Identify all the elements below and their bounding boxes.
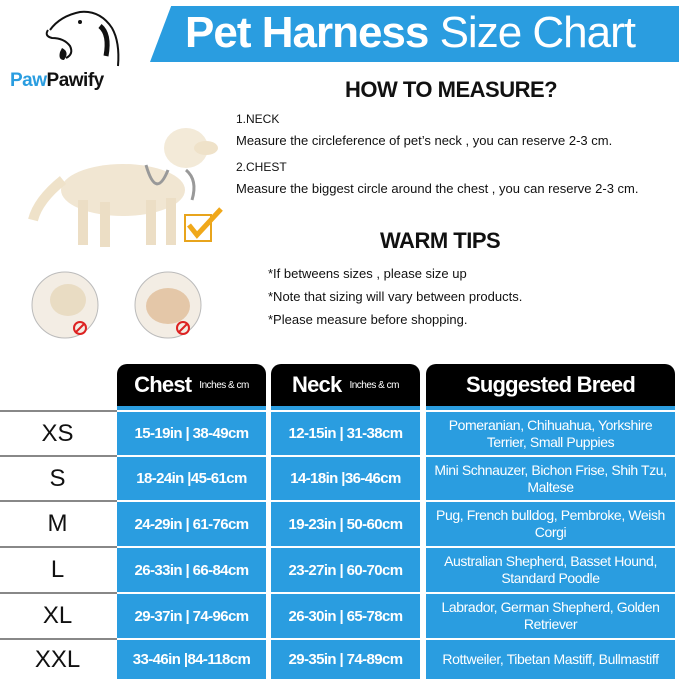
title-bold: Pet Harness xyxy=(185,8,429,57)
neck-value: 12-15in | 31-38cm xyxy=(271,412,420,455)
row-divider xyxy=(0,410,117,412)
how-to-measure-title: HOW TO MEASURE? xyxy=(345,77,558,102)
chest-value: 18-24in |45-61cm xyxy=(117,457,266,500)
chest-value: 33-46in |84-118cm xyxy=(117,640,266,679)
breed-value: Labrador, German Shepherd, Golden Retrie… xyxy=(426,594,675,638)
neck-value: 23-27in | 60-70cm xyxy=(271,548,420,592)
dog-photo xyxy=(28,128,218,247)
brand-part2: Pawify xyxy=(46,70,105,91)
size-label: S xyxy=(49,464,66,492)
breed-value: Mini Schnauzer, Bichon Frise, Shih Tzu, … xyxy=(426,457,675,500)
row-divider xyxy=(0,455,117,457)
row-divider xyxy=(0,546,117,548)
title-light: Size Chart xyxy=(428,8,636,57)
neck-label: 1.NECK xyxy=(236,112,280,126)
breed-value: Pug, French bulldog, Pembroke, Weish Cor… xyxy=(426,502,675,546)
wrong-neck-photo xyxy=(31,271,99,339)
wrong-chest-photo xyxy=(134,271,202,339)
dog-logo-icon xyxy=(45,10,120,67)
chest-value: 29-37in | 74-96cm xyxy=(117,594,266,638)
size-label: L xyxy=(50,556,65,583)
row-divider xyxy=(0,592,117,594)
neck-text: Measure the circleference of pet’s neck … xyxy=(236,133,613,148)
chest-value: 24-29in | 61-76cm xyxy=(117,502,266,546)
breed-header-label: Suggested Breed xyxy=(466,372,636,397)
neck-value: 29-35in | 74-89cm xyxy=(271,640,420,679)
chest-unit: Inches & cm xyxy=(199,379,249,391)
neck-header-label: Neck xyxy=(292,372,342,397)
neck-unit: Inches & cm xyxy=(349,379,399,391)
size-label: XS xyxy=(41,419,74,447)
row-divider xyxy=(0,638,117,640)
brand-part1: Paw xyxy=(10,70,47,91)
chest-value: 26-33in | 66-84cm xyxy=(117,548,266,592)
page-title: Pet Harness Size Chart xyxy=(185,8,636,58)
size-label: M xyxy=(47,510,68,537)
breed-value: Australian Shepherd, Basset Hound, Stand… xyxy=(426,548,675,592)
breed-value: Pomeranian, Chihuahua, Yorkshire Terrier… xyxy=(426,412,675,455)
tip-item: *Note that sizing will vary between prod… xyxy=(268,289,523,304)
title-banner xyxy=(150,6,679,62)
tip-item: *If betweens sizes , please size up xyxy=(268,266,467,281)
warm-tips-title: WARM TIPS xyxy=(380,228,501,253)
size-label: XXL xyxy=(34,645,81,673)
neck-header: Neck Inches & cm xyxy=(271,364,420,410)
chest-text: Measure the biggest circle around the ch… xyxy=(236,181,639,196)
chest-value: 15-19in | 38-49cm xyxy=(117,412,266,455)
row-divider xyxy=(0,500,117,502)
neck-value: 14-18in |36-46cm xyxy=(271,457,420,500)
check-icon xyxy=(184,207,223,242)
neck-value: 19-23in | 50-60cm xyxy=(271,502,420,546)
brand-logo: PawPawify xyxy=(10,70,104,92)
breed-header: Suggested Breed xyxy=(426,364,675,410)
breed-value: Rottweiler, Tibetan Mastiff, Bullmastiff xyxy=(426,640,675,679)
neck-value: 26-30in | 65-78cm xyxy=(271,594,420,638)
chest-label: 2.CHEST xyxy=(236,160,287,174)
tip-item: *Please measure before shopping. xyxy=(268,312,468,327)
chest-header: Chest Inches & cm xyxy=(117,364,266,410)
chest-header-label: Chest xyxy=(134,372,192,397)
size-label: XL xyxy=(42,602,73,629)
